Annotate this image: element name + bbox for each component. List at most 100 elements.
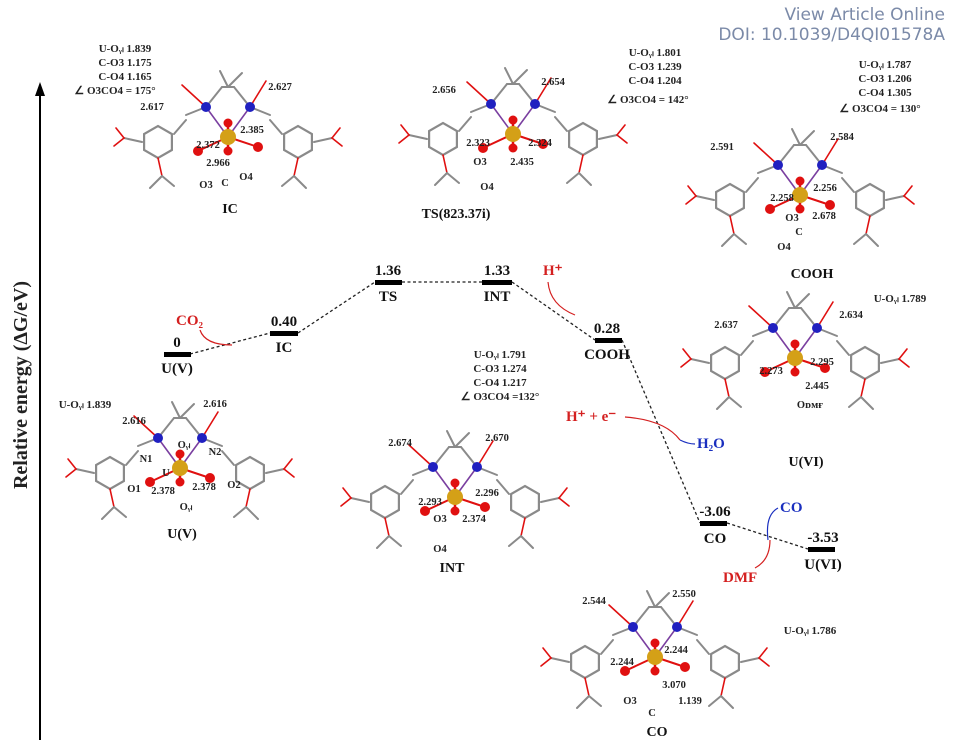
oxygen-atom <box>450 506 460 516</box>
nitrogen-atom <box>628 622 638 632</box>
bond <box>340 497 352 507</box>
param: C-O3 1.274 <box>473 363 527 375</box>
bond-label: 2.656 <box>432 85 456 96</box>
structure-caption: TS(823.37i) <box>422 207 491 222</box>
level-value: -3.06 <box>699 504 731 520</box>
bond-label: 2.616 <box>122 416 146 427</box>
bond <box>269 119 283 135</box>
bond <box>331 137 343 147</box>
atom-label: N2 <box>209 447 222 458</box>
bond-label: 2.323 <box>466 138 490 149</box>
bond-label: 2.378 <box>151 486 175 497</box>
bond <box>331 127 341 139</box>
param: U-Oᵧₗ 1.786 <box>784 625 837 637</box>
bond <box>696 639 710 655</box>
bond <box>540 497 560 503</box>
level-value: 1.36 <box>375 263 402 279</box>
bond <box>75 468 95 474</box>
h2o-arrow-icon <box>679 439 696 445</box>
level-value: 0 <box>173 335 181 351</box>
bond <box>794 293 810 309</box>
bond <box>133 415 159 439</box>
bond-label: 2.296 <box>475 488 499 499</box>
bond <box>821 138 839 166</box>
bond-label: 2.591 <box>710 142 734 153</box>
oxygen-atom <box>145 477 155 487</box>
annotation-co: CO <box>780 500 803 516</box>
uranium-atom <box>220 129 236 145</box>
y-axis-arrow-icon <box>35 82 45 96</box>
param: U-Oᵧₗ 1.839 <box>59 399 112 411</box>
oxygen-atom <box>175 477 185 487</box>
atom-label: O4 <box>777 242 791 253</box>
bond <box>446 172 460 184</box>
bond <box>748 305 774 329</box>
watermark-doi[interactable]: DOI: 10.1039/D4QI01578A <box>718 25 945 45</box>
phenyl-ring <box>569 644 601 680</box>
dmf-arrow-icon <box>754 539 771 569</box>
phenyl-ring <box>854 182 886 218</box>
bond-label: 2.445 <box>805 381 829 392</box>
param: ∠ O3CO4 = 130° <box>839 103 920 115</box>
annotation-dmf: DMF <box>723 570 757 586</box>
bond <box>181 84 207 108</box>
bond <box>65 468 77 478</box>
bond-label: 2.435 <box>510 157 534 168</box>
level-value: 0.40 <box>271 314 297 330</box>
bond <box>865 233 879 247</box>
level-bar <box>482 280 512 285</box>
param: ∠ O3CO4 =132° <box>461 391 540 403</box>
bond <box>504 67 514 85</box>
phenyl-ring <box>283 124 313 160</box>
structure-cooh: U-Oᵧₗ 1.787 C-O3 1.206 C-O4 1.305 ∠ O3CO… <box>710 59 920 282</box>
bond <box>245 488 251 508</box>
level-co: -3.06 CO <box>699 504 731 547</box>
annotation-h2o: H₂O <box>697 436 725 452</box>
bond <box>786 291 796 309</box>
bond <box>600 639 614 655</box>
bond-label: 2.544 <box>582 596 606 607</box>
level-name: U(V) <box>161 361 193 377</box>
bond-label: 2.385 <box>240 125 264 136</box>
structure-caption: COOH <box>791 267 834 282</box>
connector-cooh-co <box>621 339 701 524</box>
bond <box>885 195 905 201</box>
level-int: 1.33 INT <box>482 263 512 305</box>
bond <box>313 137 333 143</box>
bond <box>720 695 734 709</box>
bond <box>685 195 697 205</box>
bond <box>733 233 747 245</box>
oxygen-atom <box>450 478 460 488</box>
bond <box>201 411 219 439</box>
watermark-view-article[interactable]: View Article Online <box>784 5 945 25</box>
bond <box>384 517 390 537</box>
level-bar <box>164 352 191 357</box>
structure-uvi: U-Oᵧₗ 1.789 2.637 2.634 2.273 2.295 2.44… <box>714 293 927 470</box>
annotation-co2: CO₂ <box>176 313 204 329</box>
nitrogen-atom <box>472 462 482 472</box>
bond <box>898 358 910 368</box>
bond <box>880 358 900 364</box>
atom-label: O3 <box>623 696 636 707</box>
bond <box>588 695 602 707</box>
param: U-Oᵧₗ 1.839 <box>99 43 152 55</box>
bond <box>179 403 195 419</box>
bond <box>740 340 754 356</box>
nitrogen-atom <box>768 323 778 333</box>
bond <box>434 172 448 186</box>
bond <box>249 80 267 108</box>
bond <box>758 647 768 659</box>
connector-int-cooh <box>511 281 596 341</box>
bond <box>398 134 410 144</box>
connector-ic-ts <box>297 281 376 334</box>
nitrogen-atom <box>672 622 682 632</box>
bond-label: 2.374 <box>462 514 486 525</box>
bond <box>841 177 855 193</box>
bond-label: 1.139 <box>678 696 702 707</box>
oxygen-atom <box>538 139 548 149</box>
bond <box>816 301 834 329</box>
bond <box>745 177 759 193</box>
phenyl-ring <box>709 345 741 381</box>
structure-caption: INT <box>440 561 466 576</box>
bond <box>466 81 492 105</box>
